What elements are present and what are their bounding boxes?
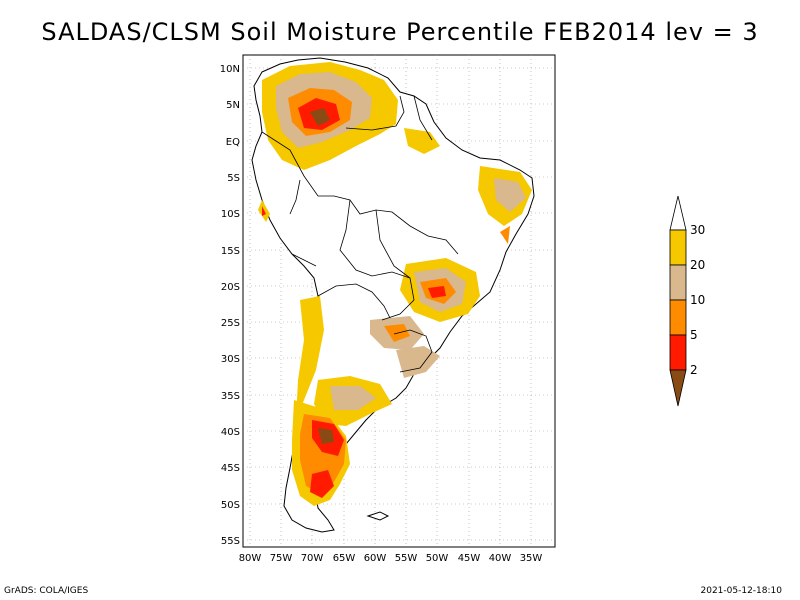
lon-label: 35W: [520, 553, 543, 564]
colorbar-labels: 30 20 10 5 2: [690, 223, 705, 377]
lon-label: 65W: [333, 553, 356, 564]
lat-label: 5N: [226, 100, 240, 111]
lat-label: 40S: [221, 427, 240, 438]
colorbar: [669, 195, 687, 407]
percentile-shading: [258, 62, 532, 506]
footer-credit: GrADS: COLA/IGES: [4, 586, 89, 596]
lat-label: 45S: [221, 463, 240, 474]
lon-label: 45W: [458, 553, 481, 564]
lat-label: 15S: [221, 246, 240, 257]
lat-label: 10N: [220, 64, 240, 75]
colorbar-label: 5: [690, 328, 698, 342]
lon-label: 40W: [489, 553, 512, 564]
country-borders: [261, 95, 459, 373]
colorbar-label: 2: [690, 363, 698, 377]
lon-label: 55W: [395, 553, 418, 564]
colorbar-segment: [669, 334, 687, 371]
colorbar-segment: [669, 229, 687, 266]
lat-label: 50S: [221, 500, 240, 511]
colorbar-label: 30: [690, 223, 705, 237]
falkland-islands: [366, 511, 390, 521]
colorbar-segment: [669, 264, 687, 301]
lat-label: 30S: [221, 354, 240, 365]
colorbar-top-arrow: [669, 195, 687, 231]
colorbar-label: 10: [690, 293, 705, 307]
lat-label: EQ: [226, 137, 240, 148]
latitude-labels: 10N 5N EQ 5S 10S 15S 20S 25S 30S 35S 40S…: [220, 64, 240, 547]
lon-label: 75W: [270, 553, 293, 564]
colorbar-label: 20: [690, 258, 705, 272]
longitude-labels: 80W 75W 70W 65W 60W 55W 50W 45W 40W 35W: [239, 553, 543, 564]
lat-label: 35S: [221, 391, 240, 402]
lat-label: 5S: [227, 173, 240, 184]
lat-label: 55S: [221, 536, 240, 547]
footer-timestamp: 2021-05-12-18:10: [700, 586, 783, 596]
lon-label: 70W: [301, 553, 324, 564]
lon-label: 50W: [426, 553, 449, 564]
lat-label: 25S: [221, 318, 240, 329]
colorbar-bottom-arrow: [669, 369, 687, 407]
map-title: SALDAS/CLSM Soil Moisture Percentile FEB…: [41, 18, 759, 46]
lon-label: 60W: [364, 553, 387, 564]
lat-label: 10S: [221, 209, 240, 220]
colorbar-segment: [669, 299, 687, 336]
lon-label: 80W: [239, 553, 262, 564]
lat-label: 20S: [221, 282, 240, 293]
